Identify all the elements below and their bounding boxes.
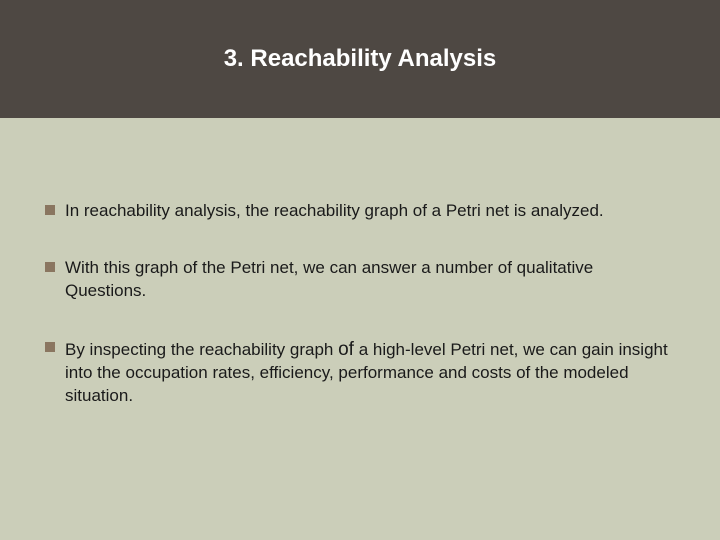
bullet-marker-icon: [45, 262, 55, 272]
bullet-text: In reachability analysis, the reachabili…: [65, 200, 604, 223]
content-area: In reachability analysis, the reachabili…: [0, 118, 720, 408]
bullet-text-before: By inspecting the reachability graph: [65, 340, 338, 359]
slide-title: 3. Reachability Analysis: [224, 45, 497, 73]
bullet-marker-icon: [45, 205, 55, 215]
bullet-text: By inspecting the reachability graph of …: [65, 337, 675, 409]
bullet-text-emph: of: [338, 339, 354, 360]
bullet-item: In reachability analysis, the reachabili…: [45, 200, 675, 223]
bullet-item: With this graph of the Petri net, we can…: [45, 257, 675, 303]
bullet-text: With this graph of the Petri net, we can…: [65, 257, 675, 303]
bullet-marker-icon: [45, 342, 55, 352]
header-band: 3. Reachability Analysis: [0, 0, 720, 118]
bullet-item: By inspecting the reachability graph of …: [45, 337, 675, 409]
